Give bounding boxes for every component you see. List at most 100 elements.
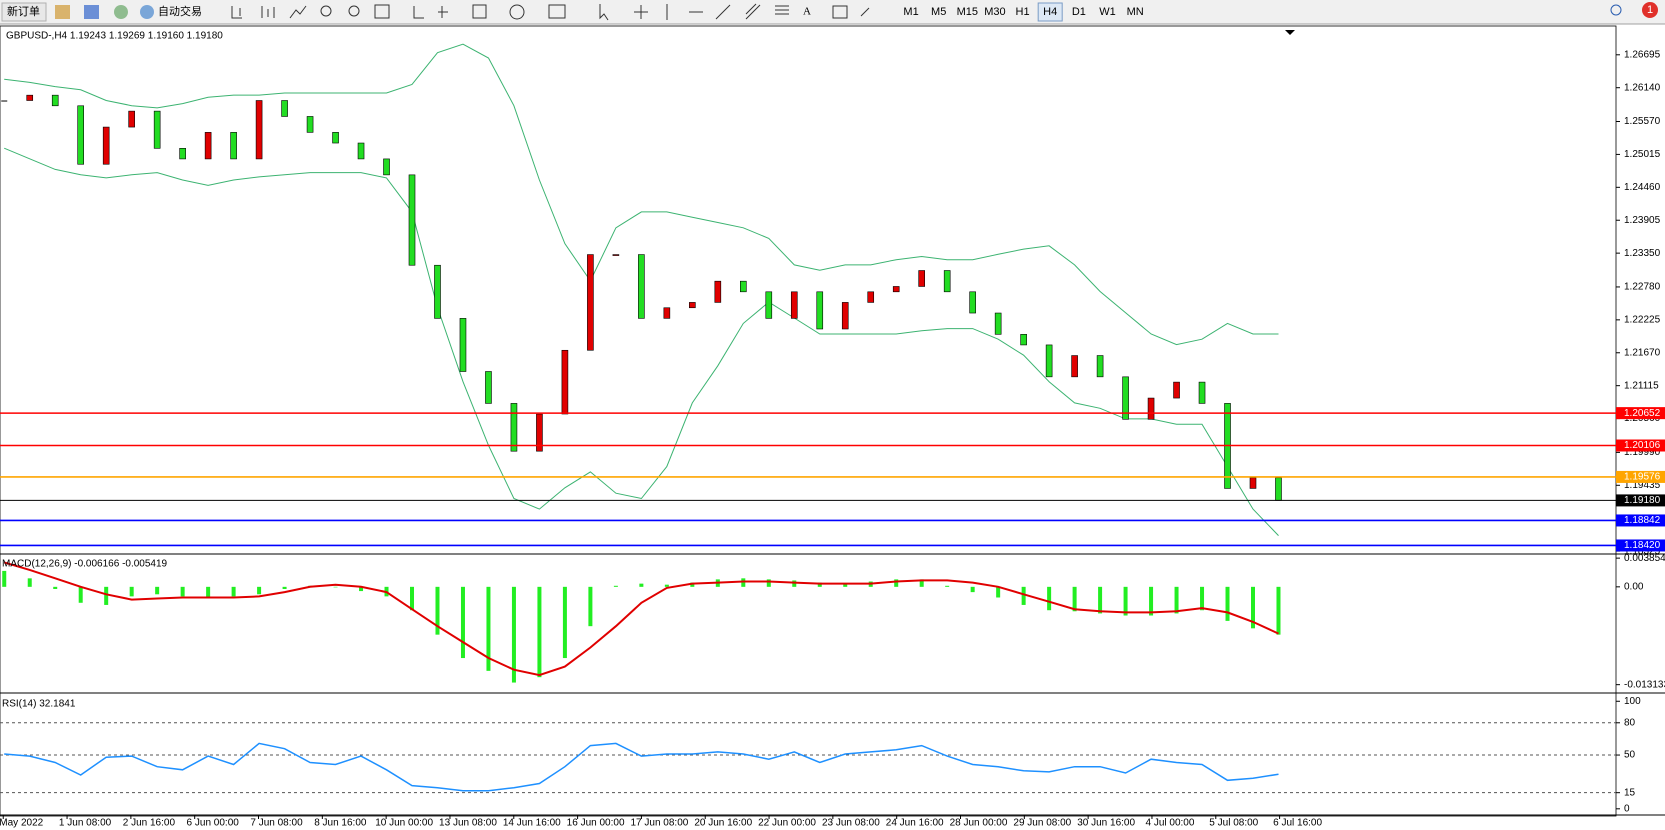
- tool-icon[interactable]: [438, 6, 448, 18]
- price-level-tag: [1616, 514, 1665, 527]
- macd-bar: [690, 582, 695, 587]
- tool-icon[interactable]: [55, 5, 70, 19]
- new-order-label[interactable]: 新订单: [7, 4, 40, 18]
- candle-body: [306, 116, 314, 133]
- auto-trading-icon[interactable]: [140, 5, 154, 19]
- macd-bar: [1200, 586, 1205, 611]
- timeframe-button[interactable]: H4: [1043, 6, 1057, 18]
- drawing-tools: [231, 3, 870, 21]
- price-level-tag: [1616, 407, 1665, 420]
- tool-icon[interactable]: [413, 6, 424, 19]
- x-tick-label: 16 Jun 00:00: [567, 818, 625, 829]
- tool-icon[interactable]: [261, 6, 275, 18]
- candle-body: [1071, 355, 1078, 378]
- y-tick-label: 1.21670: [1624, 347, 1661, 358]
- tool-icon[interactable]: [289, 5, 307, 19]
- candle-body: [1173, 381, 1180, 399]
- y-tick-label: 1.22225: [1624, 314, 1661, 325]
- candle-body: [77, 105, 85, 165]
- y-tick-label: 1.23905: [1624, 215, 1661, 226]
- macd-bar: [2, 570, 7, 587]
- timeframe-button[interactable]: W1: [1099, 6, 1116, 18]
- candle-body: [1, 100, 8, 102]
- tool-icon[interactable]: [509, 4, 525, 20]
- candle-body: [638, 254, 645, 319]
- macd-bar: [537, 586, 542, 678]
- candle-body: [561, 349, 569, 415]
- channel-tool[interactable]: [745, 3, 761, 20]
- candle-body: [26, 94, 34, 101]
- price-level-label: 1.19576: [1624, 472, 1661, 483]
- chart-title: GBPUSD-,H4 1.19243 1.19269 1.19160 1.191…: [6, 31, 223, 42]
- macd-bar: [843, 583, 848, 587]
- crosshair-tool[interactable]: [634, 5, 648, 19]
- candle-body: [102, 126, 110, 165]
- chart-shift-marker: [1285, 30, 1295, 35]
- fibo-tool[interactable]: [775, 5, 789, 15]
- macd-bar: [792, 580, 797, 587]
- tool-icon[interactable]: [231, 6, 242, 19]
- macd-bar: [460, 586, 465, 659]
- timeframe-button[interactable]: M30: [984, 6, 1005, 18]
- zoom-in[interactable]: [320, 5, 332, 17]
- macd-bar: [1225, 586, 1230, 621]
- timeframe-button[interactable]: M15: [957, 6, 978, 18]
- candle-body: [281, 100, 288, 117]
- candle-body: [255, 100, 263, 160]
- timeframe-button[interactable]: H1: [1016, 6, 1030, 18]
- tool-icon[interactable]: [548, 4, 566, 19]
- chart-area: [0, 25, 1617, 817]
- y-tick-label: 1.24460: [1624, 182, 1661, 193]
- candle-body: [1020, 334, 1027, 346]
- macd-bar: [588, 586, 593, 627]
- candle-body: [383, 158, 390, 176]
- macd-bar: [231, 586, 236, 597]
- timeframe-button[interactable]: D1: [1072, 6, 1086, 18]
- candle-body: [816, 291, 824, 330]
- tool-icon[interactable]: [472, 4, 487, 19]
- search-icon[interactable]: [1610, 4, 1622, 16]
- candle-body: [918, 270, 925, 287]
- candle-body: [332, 132, 339, 144]
- macd-bar: [180, 586, 185, 597]
- new-order-button[interactable]: [1, 2, 47, 22]
- label-tool[interactable]: [832, 5, 848, 19]
- arrow-tool[interactable]: [860, 7, 870, 17]
- tool-icon[interactable]: [84, 5, 99, 19]
- candle-body: [714, 280, 722, 303]
- price-level-tag: [1616, 470, 1665, 483]
- zoom-out[interactable]: [348, 5, 360, 17]
- x-tick-label: 13 Jun 08:00: [439, 818, 497, 829]
- macd-bar: [639, 583, 644, 587]
- macd-bar: [27, 578, 32, 587]
- timeframe-button[interactable]: M5: [931, 6, 946, 18]
- auto-trading-label[interactable]: 自动交易: [158, 4, 202, 18]
- tool-icon[interactable]: [374, 4, 390, 19]
- text-tool[interactable]: A: [803, 6, 811, 18]
- tool-icon[interactable]: [114, 5, 128, 19]
- candle-body: [204, 132, 212, 160]
- candle-body: [230, 132, 237, 160]
- y-tick-label: 1.25015: [1624, 149, 1661, 160]
- candle-body: [663, 307, 671, 319]
- x-tick-label: 2 Jun 16:00: [123, 818, 176, 829]
- timeframe-button[interactable]: M1: [903, 6, 918, 18]
- notification-badge[interactable]: [1642, 2, 1658, 18]
- macd-bar: [894, 579, 899, 587]
- x-tick-label: 24 Jun 16:00: [886, 818, 944, 829]
- macd-bar: [155, 586, 160, 595]
- y-tick-label: 1.21115: [1624, 380, 1659, 391]
- trendline-tool[interactable]: [715, 4, 731, 20]
- cursor-tool[interactable]: [599, 4, 609, 21]
- price-level-label: 1.18842: [1624, 515, 1661, 526]
- macd-bar: [562, 586, 567, 659]
- timeframe-button[interactable]: MN: [1127, 6, 1144, 18]
- active-timeframe: [1037, 2, 1063, 22]
- macd-bar: [78, 586, 83, 603]
- macd-bar: [919, 579, 924, 587]
- candle-body: [357, 142, 365, 160]
- x-tick-label: 29 Jun 08:00: [1013, 818, 1071, 829]
- candle-body: [1249, 477, 1257, 489]
- price-level-tag: [1616, 494, 1665, 507]
- macd-bar: [435, 586, 440, 635]
